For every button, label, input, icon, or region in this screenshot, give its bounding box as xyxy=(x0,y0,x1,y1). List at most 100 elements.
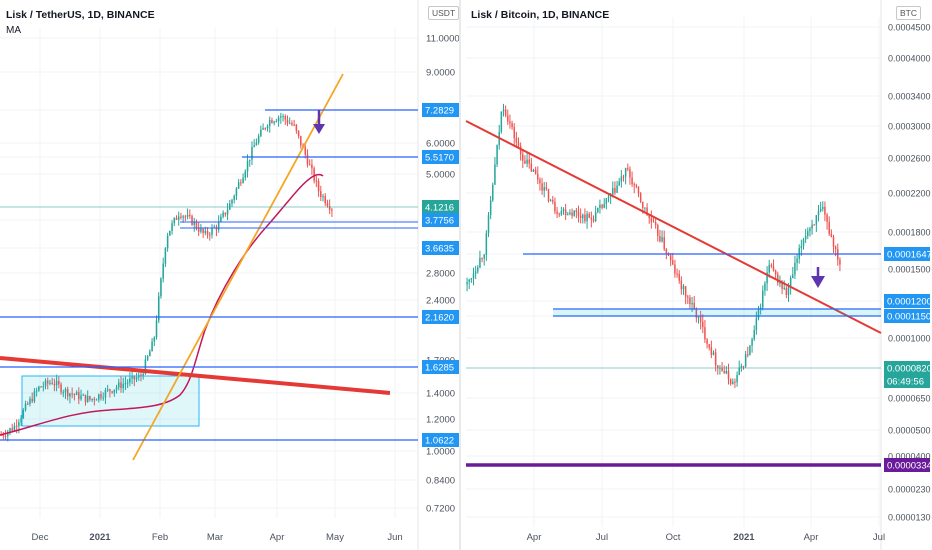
candle-body xyxy=(206,230,209,235)
candle-body xyxy=(62,392,65,394)
candle-body xyxy=(164,248,167,264)
usdt-candlestick-chart[interactable]: 11.0000 9.0000 7.2829 6.0000 5.5170 5.0000 4.1… xyxy=(0,0,459,550)
orange-trendline xyxy=(132,73,344,461)
candle-body xyxy=(592,219,595,222)
candle-body xyxy=(82,394,85,396)
candle-body xyxy=(53,383,56,386)
candle-body xyxy=(98,394,100,400)
candle-body xyxy=(51,382,53,384)
level-price-label-bg xyxy=(422,310,459,324)
candle-body xyxy=(800,246,803,248)
x-tick-label: Apr xyxy=(527,532,542,543)
candle-body xyxy=(73,394,76,396)
candle-body xyxy=(264,128,267,130)
candle-body xyxy=(830,233,833,238)
candle-body xyxy=(191,215,193,225)
candle-body xyxy=(537,173,539,180)
candle-body xyxy=(513,127,515,138)
candle-body xyxy=(599,204,601,208)
candle-body xyxy=(665,249,668,254)
candle-body xyxy=(727,371,730,380)
candle-body xyxy=(802,239,805,247)
candle-body xyxy=(624,167,627,177)
candle-body xyxy=(543,187,545,191)
level-price-label: 3.6635 xyxy=(425,244,454,255)
candle-body xyxy=(815,215,818,225)
candle-body xyxy=(680,280,683,290)
candle-body xyxy=(826,214,828,222)
ma-indicator-label[interactable]: MA xyxy=(6,25,21,36)
candle-body xyxy=(618,181,620,186)
candle-body xyxy=(80,395,82,400)
candle-body xyxy=(477,267,479,272)
candle-body xyxy=(584,214,586,222)
btc-candlestick-chart[interactable]: 0.0004500 0.0004000 0.0003400 0.0003000 0.00… xyxy=(461,0,932,550)
candle-body xyxy=(661,237,663,242)
candle-body xyxy=(798,247,800,259)
candle-body xyxy=(622,176,625,178)
candle-body xyxy=(288,123,291,125)
candle-body xyxy=(2,435,5,437)
candle-body xyxy=(286,119,289,124)
btc-chart-panel[interactable]: Lisk / Bitcoin, 1D, BINANCE BTC 0.000450… xyxy=(461,0,932,550)
candle-body xyxy=(222,212,224,217)
left-currency-button[interactable]: USDT xyxy=(428,6,460,20)
candle-body xyxy=(120,382,122,389)
candle-body xyxy=(317,180,320,192)
candle-body xyxy=(44,380,47,387)
candle-body xyxy=(804,236,807,240)
candle-body xyxy=(160,278,162,297)
level-price-label-bg xyxy=(422,213,459,227)
candle-body xyxy=(189,214,191,216)
candle-body xyxy=(747,354,749,356)
candle-body xyxy=(489,200,492,216)
candle-body xyxy=(295,124,298,131)
candle-body xyxy=(162,263,164,279)
candle-body xyxy=(691,302,693,305)
candle-body xyxy=(755,318,758,331)
candle-body xyxy=(607,196,610,199)
candle-body xyxy=(674,264,676,274)
panel-divider[interactable] xyxy=(459,0,461,550)
candle-body xyxy=(635,185,638,187)
candle-body xyxy=(6,431,9,436)
candle-body xyxy=(757,308,760,319)
x-tick-label: Feb xyxy=(152,532,168,543)
candle-body xyxy=(155,320,158,338)
y-tick-label: 0.0000650 xyxy=(888,394,931,404)
x-tick-label: Jul xyxy=(596,532,608,543)
candle-body xyxy=(31,398,33,402)
candle-body xyxy=(483,254,485,259)
candle-body xyxy=(173,217,176,224)
candle-body xyxy=(55,380,58,386)
candle-body xyxy=(474,271,477,274)
candle-body xyxy=(468,279,470,283)
candle-body xyxy=(235,188,238,196)
usdt-chart-panel[interactable]: Lisk / TetherUS, 1D, BINANCE MA USDT 11.… xyxy=(0,0,460,550)
candle-body xyxy=(573,210,575,216)
candle-body xyxy=(157,296,160,321)
candle-body xyxy=(240,182,242,184)
level-price-label: 5.5170 xyxy=(425,153,454,164)
candle-body xyxy=(195,221,198,229)
candle-body xyxy=(284,116,287,120)
right-currency-button[interactable]: BTC xyxy=(896,6,921,20)
candle-body xyxy=(770,264,773,267)
candle-body xyxy=(693,302,695,309)
candle-body xyxy=(322,196,324,198)
candle-body xyxy=(738,367,740,375)
candle-body xyxy=(772,266,775,271)
y-tick-label: 0.0002600 xyxy=(888,154,931,164)
candle-body xyxy=(616,185,618,193)
last-price-label-bg xyxy=(422,200,459,214)
candle-body xyxy=(304,147,307,155)
last-price-label: 4.1216 xyxy=(425,203,454,214)
candle-body xyxy=(774,270,777,275)
candle-body xyxy=(569,212,571,215)
last-price-label-bg xyxy=(884,361,930,375)
candle-body xyxy=(224,212,227,215)
candle-body xyxy=(807,231,809,237)
candle-body xyxy=(95,399,98,401)
candle-body xyxy=(785,287,788,295)
candle-body xyxy=(654,222,657,226)
